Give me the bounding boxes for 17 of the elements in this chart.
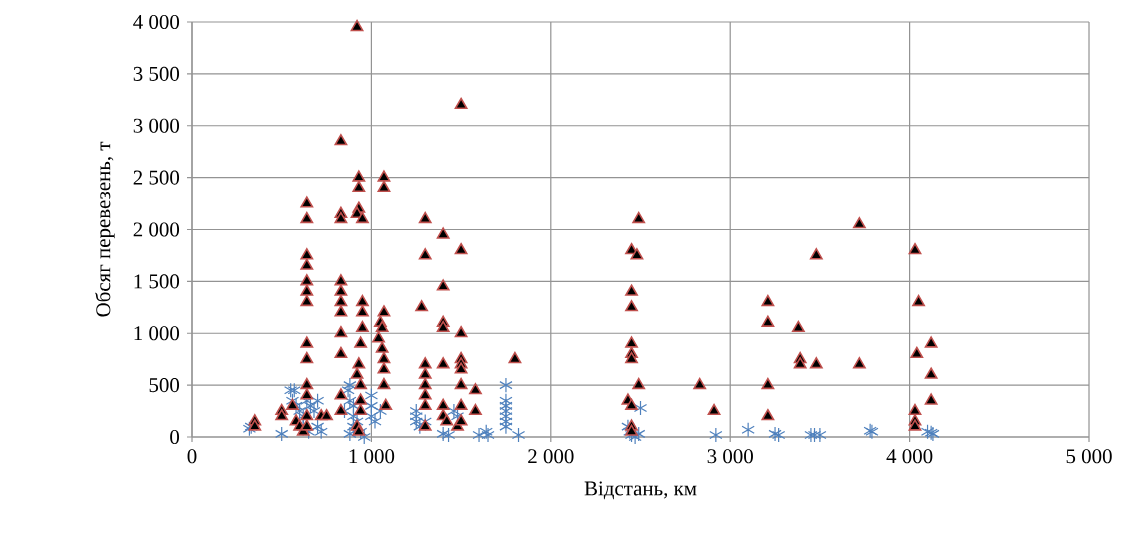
x-tick-label: 3 000: [707, 449, 753, 464]
y-tick-label: 1 500: [134, 274, 180, 289]
x-tick-label: 4 000: [886, 449, 933, 464]
x-tick-label: 0: [187, 449, 197, 464]
y-tick-label: 2 500: [133, 170, 180, 185]
y-tick-label: 2 000: [133, 222, 180, 237]
y-tick-label: 3 500: [133, 66, 180, 81]
x-tick-label: 2 000: [528, 449, 574, 464]
x-tick-label: 5 000: [1066, 449, 1112, 464]
y-tick-label: 0: [170, 429, 180, 445]
y-tick-label: 500: [149, 378, 180, 393]
x-tick-label: 1 000: [349, 449, 395, 464]
y-tick-label: 4 000: [133, 14, 180, 30]
y-axis-title: Обсяг перевезень, т: [95, 141, 115, 317]
x-axis-title: Відстань, км: [584, 481, 697, 500]
y-tick-label: 1 000: [134, 326, 180, 341]
y-tick-label: 3 000: [133, 118, 180, 133]
